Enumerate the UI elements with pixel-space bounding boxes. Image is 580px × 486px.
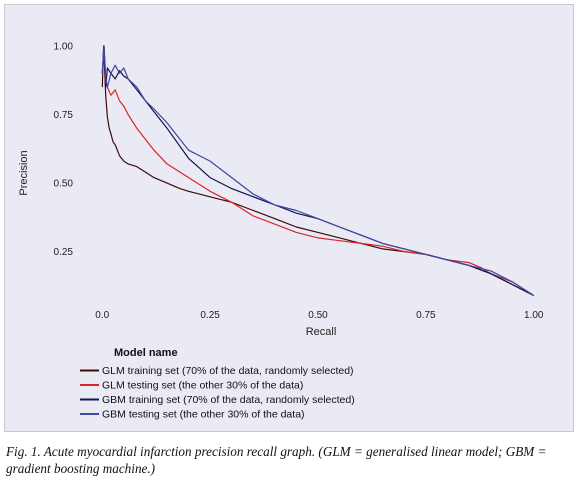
series-line-3 (101, 45, 534, 297)
caption-fig-label: Fig. 1. (6, 444, 41, 459)
x-tick-label: 0.75 (416, 310, 436, 321)
axes: 0.0 0.25 0.50 0.75 1.00 0.25 0.50 0.75 1.00 (54, 41, 544, 321)
figure-panel: 0.0 0.25 0.50 0.75 1.00 0.25 0.50 0.75 1.00 Reca… (4, 4, 574, 432)
legend-label: GBM training set (70% of the data, rando… (102, 394, 355, 406)
y-tick-label: 0.25 (54, 247, 74, 258)
legend-title: Model name (114, 347, 178, 359)
x-axis-title: Recall (306, 326, 337, 338)
y-axis-title: Precision (18, 150, 30, 195)
caption-text: Acute myocardial infarction precision re… (6, 444, 547, 476)
series-lines (101, 45, 535, 297)
x-tick-label: 0.50 (308, 310, 328, 321)
legend-label: GLM testing set (the other 30% of the da… (102, 380, 303, 392)
x-tick-label: 0.25 (200, 310, 220, 321)
x-tick-label: 1.00 (524, 310, 544, 321)
legend: Model name GLM training set (70% of the … (80, 347, 355, 421)
y-tick-label: 1.00 (54, 41, 74, 52)
series-line-4 (101, 45, 535, 297)
x-tick-label: 0.0 (95, 310, 109, 321)
y-tick-label: 0.75 (54, 110, 74, 121)
legend-label: GBM testing set (the other 30% of the da… (102, 409, 305, 421)
series-line-1 (101, 45, 534, 297)
y-tick-label: 0.50 (54, 179, 74, 190)
figure-caption: Fig. 1. Acute myocardial infarction prec… (6, 443, 574, 477)
series-line-2 (101, 45, 535, 297)
precision-recall-chart: 0.0 0.25 0.50 0.75 1.00 0.25 0.50 0.75 1.00 Reca… (18, 41, 544, 421)
legend-label: GLM training set (70% of the data, rando… (102, 365, 354, 377)
